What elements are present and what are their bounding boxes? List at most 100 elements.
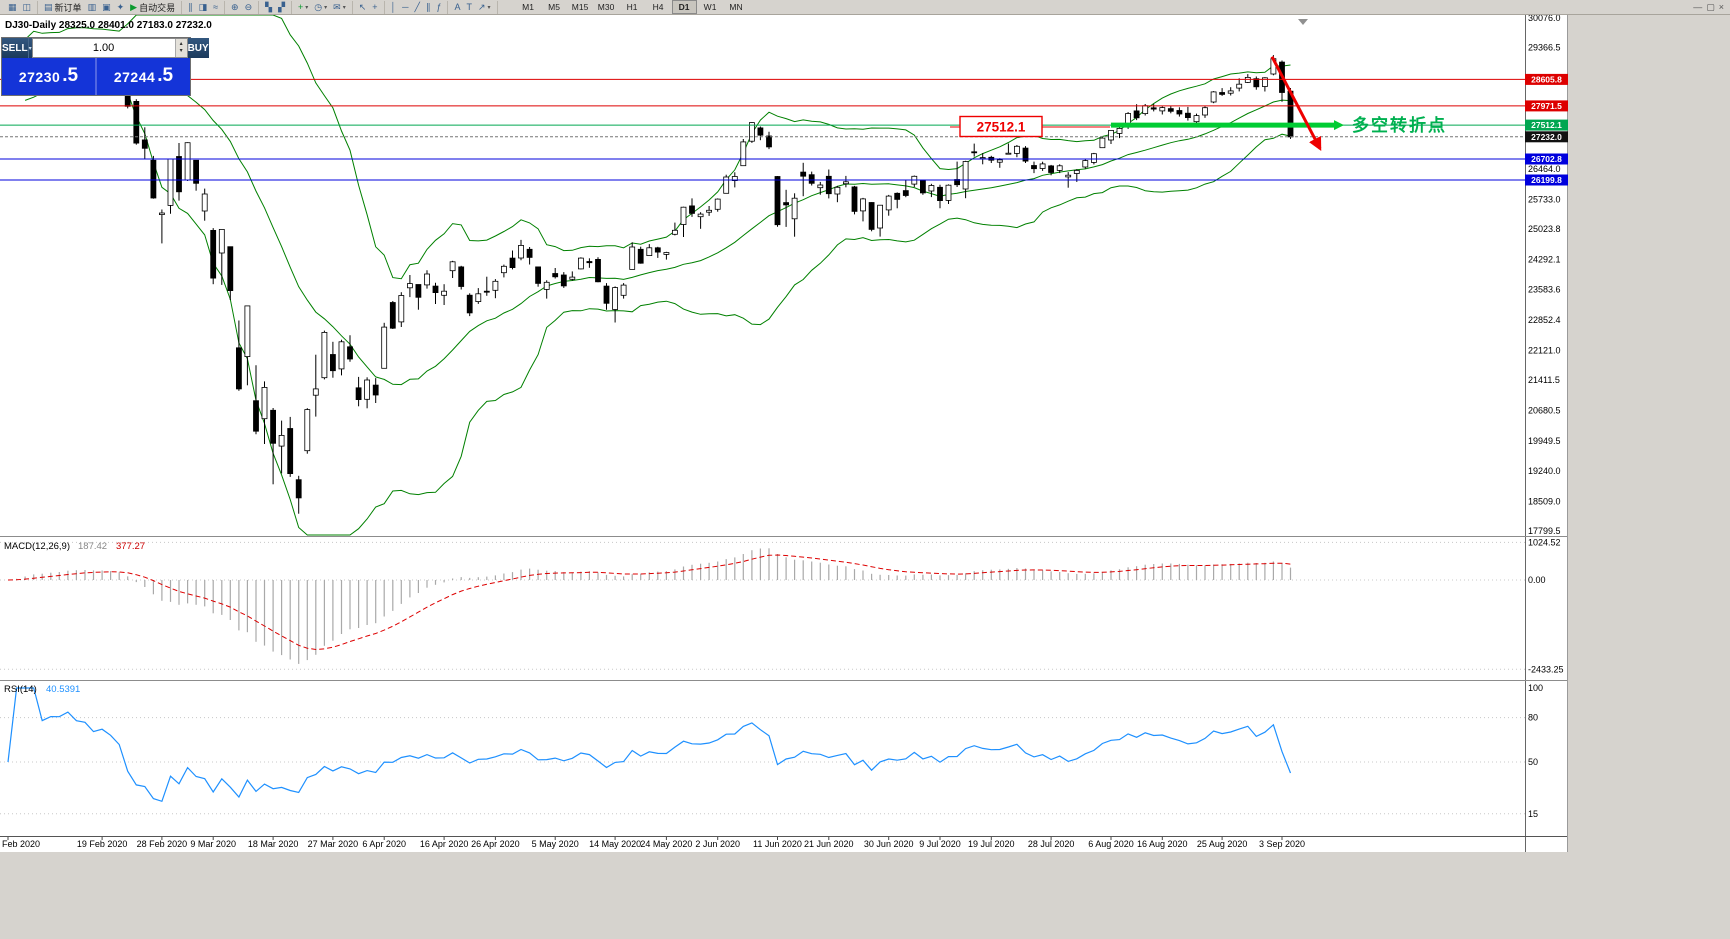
svg-text:187.42: 187.42: [78, 541, 107, 552]
svg-text:9 Mar 2020: 9 Mar 2020: [190, 839, 236, 849]
cascade-windows-button[interactable]: ▞: [276, 1, 287, 13]
trendline-button[interactable]: ╱: [413, 1, 422, 13]
candlestick-chart-icon: ◨: [198, 2, 208, 12]
navigator-icon: ✦: [116, 2, 125, 12]
buy-button[interactable]: BUY: [187, 38, 209, 58]
volume-input[interactable]: [32, 39, 175, 57]
rsi-panel[interactable]: [0, 681, 1525, 836]
templates-button[interactable]: ✉ ▾: [331, 1, 348, 13]
restore-icon[interactable]: ▢: [1706, 1, 1715, 12]
chevron-down-icon[interactable]: ▾: [342, 4, 346, 11]
svg-text:20680.5: 20680.5: [1528, 406, 1561, 416]
chevron-down-icon[interactable]: ▾: [487, 4, 491, 11]
timeframe-h1-button[interactable]: H1: [626, 2, 638, 12]
svg-text:25 Aug 2020: 25 Aug 2020: [1197, 839, 1248, 849]
timeframe-m15-button[interactable]: M15: [571, 2, 589, 12]
profiles-button[interactable]: ◫: [21, 1, 34, 13]
market-watch-button[interactable]: ▥: [86, 1, 99, 13]
timeframe-m30-button[interactable]: M30: [597, 2, 615, 12]
vertical-line-button[interactable]: │: [389, 1, 399, 13]
svg-text:21411.5: 21411.5: [1528, 375, 1560, 385]
timeframe-m5-button[interactable]: M5: [548, 2, 560, 12]
toolbar-group: ▚ ▞: [259, 0, 292, 14]
autotrading-button[interactable]: ▶ 自动交易: [128, 1, 177, 13]
price-axis[interactable]: 30076.0 29366.5 26464.0 25733.0 25023.8 24292…: [1525, 13, 1568, 536]
svg-text:14 May 2020: 14 May 2020: [589, 839, 641, 849]
candlestick-chart-button[interactable]: ◨: [197, 1, 210, 13]
arrows-button[interactable]: ↗ ▾: [476, 1, 493, 13]
horizontal-lines: [0, 78, 1525, 181]
svg-text:-2433.25: -2433.25: [1528, 664, 1564, 674]
svg-text:30 Jun 2020: 30 Jun 2020: [864, 839, 914, 849]
svg-text:21 Jun 2020: 21 Jun 2020: [804, 839, 854, 849]
svg-text:377.27: 377.27: [116, 541, 145, 552]
time-axis[interactable]: Feb 2020 19 Feb 2020 28 Feb 2020 9 Mar 2020…: [2, 837, 1305, 849]
horizontal-line-button[interactable]: ─: [400, 1, 410, 13]
macd-header: MACD(12,26,9): [4, 541, 70, 552]
svg-text:16 Apr 2020: 16 Apr 2020: [420, 839, 469, 849]
svg-text:26702.8: 26702.8: [1531, 154, 1562, 164]
navigator-button[interactable]: ✦: [115, 1, 127, 13]
fibonacci-button[interactable]: ƒ: [434, 1, 443, 13]
price-label-27971.5: [1525, 100, 1568, 112]
chevron-down-icon[interactable]: ▾: [324, 4, 328, 11]
price-label-26199.8: [1525, 174, 1568, 186]
new-order-icon: ▤: [44, 2, 53, 12]
sell-price-button[interactable]: 27230.5: [2, 58, 95, 95]
text-button[interactable]: A: [452, 1, 462, 13]
cursor-button[interactable]: ↖: [357, 1, 369, 13]
volume-up-icon[interactable]: ▴: [179, 41, 183, 47]
turning-point-level-line[interactable]: [1110, 120, 1344, 131]
tile-windows-button[interactable]: ▚: [263, 1, 274, 13]
new-order-button[interactable]: ▤ 新订单: [42, 1, 84, 13]
svg-text:3 Sep 2020: 3 Sep 2020: [1259, 839, 1305, 849]
svg-text:27971.5: 27971.5: [1531, 101, 1562, 111]
buy-price-button[interactable]: 27244.5: [97, 58, 190, 95]
indicators-icon: +: [297, 2, 304, 12]
sell-button[interactable]: SELL: [2, 38, 28, 58]
indicators-button[interactable]: + ▾: [296, 1, 310, 13]
panels: [0, 14, 1568, 852]
equidistant-channel-button[interactable]: ∥: [424, 1, 433, 13]
toolbar-group: A T ↗ ▾: [448, 0, 498, 14]
data-window-button[interactable]: ▣: [100, 1, 113, 13]
timeframe-w1-button[interactable]: W1: [703, 2, 717, 12]
line-chart-button[interactable]: ≈: [211, 1, 220, 13]
chart-shift-marker[interactable]: [1298, 19, 1308, 25]
order-options-dropdown[interactable]: ▾: [27, 38, 32, 58]
timeframe-m1-button[interactable]: M1: [522, 2, 534, 12]
trade-panel-controls: SELL ▾ ▴ ▾ BUY: [2, 38, 209, 58]
minimize-icon[interactable]: —: [1693, 1, 1703, 12]
timeframe-d1-button[interactable]: D1: [671, 0, 697, 14]
svg-text:25023.8: 25023.8: [1528, 224, 1561, 234]
toolbar-group: ⊕ ⊖: [225, 0, 260, 14]
svg-text:22121.0: 22121.0: [1528, 345, 1561, 355]
svg-text:24 May 2020: 24 May 2020: [640, 839, 692, 849]
volume-stepper[interactable]: ▴ ▾: [174, 39, 187, 57]
toolbar-group: ↖ +: [353, 0, 385, 14]
zoom-out-button[interactable]: ⊖: [243, 1, 255, 13]
bar-chart-button[interactable]: ∥: [186, 1, 195, 13]
macd-panel[interactable]: [0, 538, 1525, 680]
sell-price-pip: .5: [62, 64, 79, 86]
close-icon[interactable]: ×: [1718, 1, 1724, 12]
chevron-down-icon[interactable]: ▾: [305, 4, 309, 11]
timeframe-mn-button[interactable]: MN: [729, 2, 743, 12]
window-controls: — ▢ ×: [1693, 2, 1728, 13]
sell-arrow[interactable]: [1270, 56, 1322, 151]
volume-down-icon[interactable]: ▾: [179, 48, 183, 54]
timeframe-h4-button[interactable]: H4: [652, 2, 664, 12]
data-window-icon: ▣: [102, 2, 111, 12]
toolbar: ▦ ◫ ▤ 新订单 ▥ ▣ ✦ ▶ 自动交易 ∥ ◨ ≈ ⊕ ⊖ ▚ ▞ + ▾ ◷ ▾ ✉ ▾ ↖ + │ ─ ╱ ∥ ƒ A T ↗ ▾ M1…: [0, 0, 1730, 15]
zoom-in-button[interactable]: ⊕: [229, 1, 241, 13]
price-panel[interactable]: [0, 14, 1525, 536]
price-annotation[interactable]: 27512.1: [950, 115, 1110, 138]
new-chart-button[interactable]: ▦: [6, 1, 19, 13]
turning-point-text[interactable]: 多空转折点: [1352, 115, 1447, 135]
crosshair-button[interactable]: +: [370, 1, 379, 13]
cascade-windows-icon: ▞: [278, 2, 285, 12]
text-label-button[interactable]: T: [464, 1, 474, 13]
autotrading-button-label: 自动交易: [139, 2, 176, 13]
periods-button[interactable]: ◷ ▾: [312, 1, 329, 13]
